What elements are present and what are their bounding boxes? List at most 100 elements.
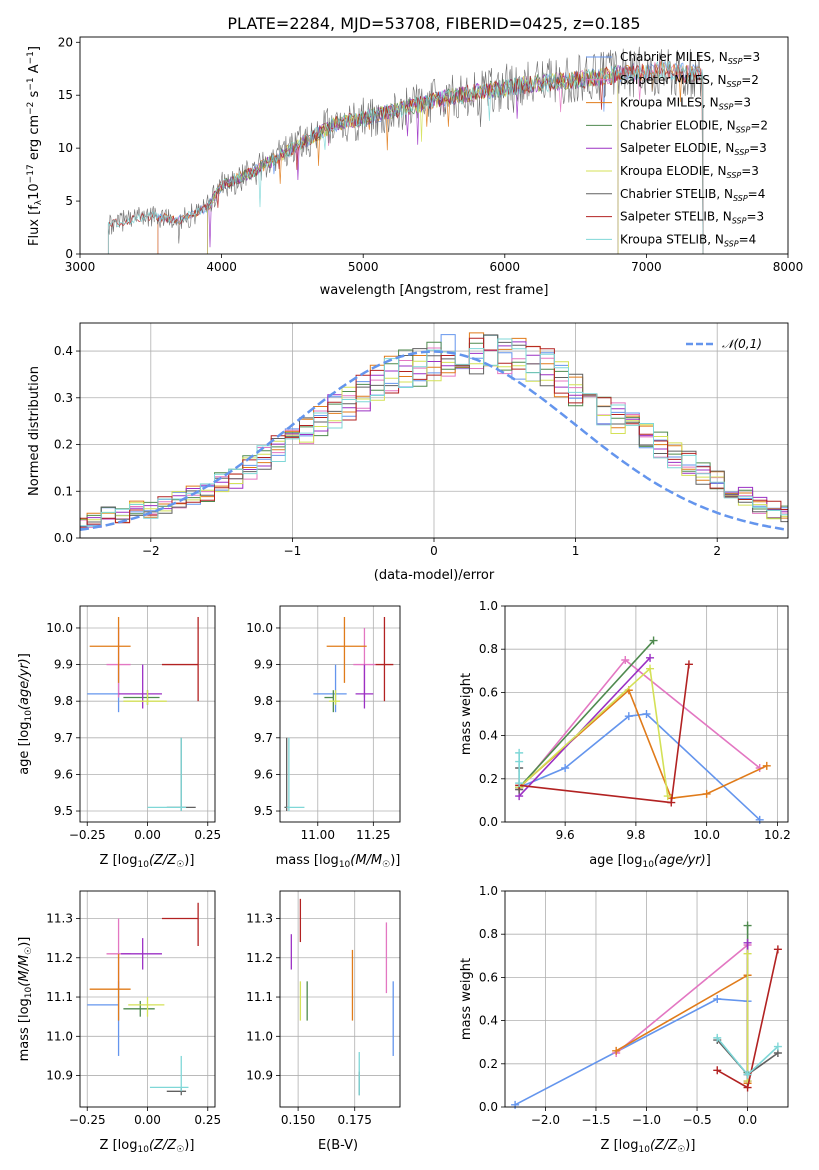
- x-tick-label: 10.2: [764, 828, 791, 842]
- y-tick-label: 9.5: [254, 804, 273, 818]
- spectrum-line: [107, 60, 704, 254]
- age-vs-mass-axes: [276, 606, 400, 826]
- y-tick-label: 9.9: [254, 658, 273, 672]
- weight-marker: [755, 815, 764, 824]
- weight-marker: [713, 1033, 722, 1042]
- weight-marker: [511, 1100, 520, 1109]
- legend-label: Chabrier ELODIE, NSSP=2: [620, 118, 768, 134]
- y-tick-label: 0.0: [479, 815, 498, 829]
- weight-vs-age-xlabel: age [log10(age/yr)]: [589, 853, 711, 870]
- y-tick-label: 11.1: [246, 990, 273, 1004]
- x-tick-label: 3000: [65, 260, 96, 274]
- mass-vs-ebv-xlabel: E(B-V): [318, 1138, 358, 1153]
- age-vs-mass-frame: [279, 605, 401, 823]
- x-tick-label: −2: [142, 544, 160, 558]
- legend-label: Chabrier STELIB, NSSP=4: [620, 187, 765, 203]
- legend-label: Chabrier MILES, NSSP=3: [620, 50, 760, 66]
- y-tick-label: 9.6: [254, 767, 273, 781]
- y-tick-label: 0.4: [54, 344, 73, 358]
- x-tick-label: −0.25: [69, 828, 106, 842]
- x-tick-label: 0.0: [738, 1113, 757, 1127]
- weight-line: [518, 640, 655, 788]
- x-tick-label: −0.25: [69, 1113, 106, 1127]
- age-vs-mass-xlabel: mass [log10(M/M☉)]: [276, 853, 401, 870]
- normal-curve: [80, 350, 788, 532]
- spectrum-xlabel: wavelength [Angstrom, rest frame]: [320, 283, 549, 298]
- y-tick-label: 15: [58, 88, 73, 102]
- x-tick-label: 0.00: [134, 828, 161, 842]
- weight-marker: [649, 636, 658, 645]
- y-tick-label: 11.3: [246, 911, 273, 925]
- y-tick-label: 0.0: [479, 1100, 498, 1114]
- histogram-series: [80, 341, 788, 528]
- residuals-xlabel: (data-model)/error: [374, 568, 495, 583]
- weight-line: [615, 973, 749, 1084]
- figure-title: PLATE=2284, MJD=53708, FIBERID=0425, z=0…: [227, 14, 640, 33]
- weight-marker: [713, 995, 722, 1003]
- x-tick-label: −1.0: [632, 1113, 661, 1127]
- histogram-series: [80, 334, 788, 529]
- weight-marker: [743, 921, 752, 930]
- weight-vs-age-frame: [504, 605, 789, 823]
- weight-marker: [642, 710, 651, 718]
- mass-vs-ebv-frame: [279, 890, 401, 1108]
- spectrum-line: [157, 61, 704, 254]
- y-tick-label: 0.8: [479, 642, 498, 656]
- x-tick-label: 0.175: [338, 1113, 372, 1127]
- y-tick-label: 0.3: [54, 391, 73, 405]
- x-tick-label: 0: [430, 544, 438, 558]
- legend-label: Salpeter ELODIE, NSSP=3: [620, 141, 767, 157]
- x-tick-label: 7000: [631, 260, 662, 274]
- y-tick-label: 11.2: [246, 951, 273, 965]
- y-tick-label: 0.0: [54, 531, 73, 545]
- y-tick-label: 0: [65, 247, 73, 261]
- weight-marker: [743, 938, 752, 947]
- spectrum-line: [157, 59, 704, 254]
- weight-marker: [515, 757, 524, 766]
- weight-marker: [621, 656, 630, 664]
- y-tick-label: 11.2: [46, 951, 73, 965]
- y-tick-label: 1.0: [479, 884, 498, 898]
- y-tick-label: 1.0: [479, 599, 498, 613]
- weight-marker: [667, 798, 676, 807]
- weight-line: [615, 943, 749, 1075]
- y-tick-label: 11.1: [46, 990, 73, 1004]
- x-tick-label: 11.00: [301, 828, 335, 842]
- y-tick-label: 0.2: [479, 772, 498, 786]
- weight-marker: [646, 664, 655, 673]
- weight-marker: [743, 1083, 752, 1092]
- weight-marker: [515, 779, 524, 788]
- age-vs-Z-ylabel: age [log10(age/yr)]: [17, 653, 34, 775]
- x-tick-label: 9.8: [626, 828, 645, 842]
- histogram-series: [80, 338, 788, 527]
- x-tick-label: 10.0: [693, 828, 720, 842]
- weight-marker: [624, 712, 633, 721]
- weight-marker: [773, 945, 782, 954]
- y-tick-label: 10: [58, 141, 73, 155]
- weight-marker: [762, 761, 771, 770]
- legend-label: Kroupa STELIB, NSSP=4: [620, 232, 756, 248]
- y-tick-label: 0.8: [479, 927, 498, 941]
- mass-vs-Z-frame: [79, 890, 216, 1108]
- weight-marker: [713, 1066, 722, 1075]
- spectrum-line: [108, 46, 704, 254]
- y-tick-label: 5: [65, 194, 73, 208]
- weight-marker: [561, 764, 570, 772]
- age-vs-Z-axes: [76, 606, 215, 826]
- y-tick-label: 9.9: [54, 658, 73, 672]
- weight-marker: [646, 653, 655, 662]
- x-tick-label: 4000: [206, 260, 237, 274]
- legend-label: 𝒩(0,1): [722, 337, 762, 351]
- y-tick-label: 9.6: [54, 767, 73, 781]
- x-tick-label: 8000: [773, 260, 804, 274]
- x-tick-label: 0.25: [194, 1113, 221, 1127]
- legend-label: Salpeter STELIB, NSSP=3: [620, 210, 764, 226]
- y-tick-label: 0.1: [54, 484, 73, 498]
- residuals-frame: [79, 322, 789, 539]
- weight-marker: [743, 1070, 752, 1079]
- y-tick-label: 9.8: [254, 694, 273, 708]
- y-tick-label: 9.7: [254, 731, 273, 745]
- x-tick-label: 0.25: [194, 828, 221, 842]
- residuals-ylabel: Normed distribution: [27, 366, 42, 496]
